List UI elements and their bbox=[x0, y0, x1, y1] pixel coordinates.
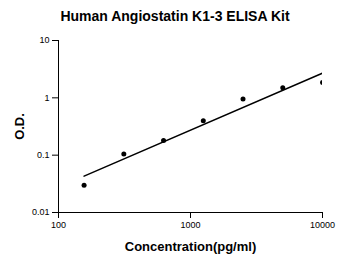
svg-text:10: 10 bbox=[39, 35, 49, 45]
html-text:Human Angiostatin K1-3 ELISA K: Human Angiostatin K1-3 ELISA Kit bbox=[60, 8, 290, 24]
svg-text:1000: 1000 bbox=[180, 220, 200, 230]
svg-text:10000: 10000 bbox=[310, 220, 335, 230]
svg-text:Concentration(pg/ml): Concentration(pg/ml) bbox=[125, 239, 256, 254]
svg-text:0.01: 0.01 bbox=[32, 207, 50, 217]
svg-text:1: 1 bbox=[44, 93, 49, 103]
svg-text:0.1: 0.1 bbox=[37, 150, 50, 160]
svg-text:O.D.: O.D. bbox=[12, 113, 27, 140]
svg-text:100: 100 bbox=[51, 220, 66, 230]
